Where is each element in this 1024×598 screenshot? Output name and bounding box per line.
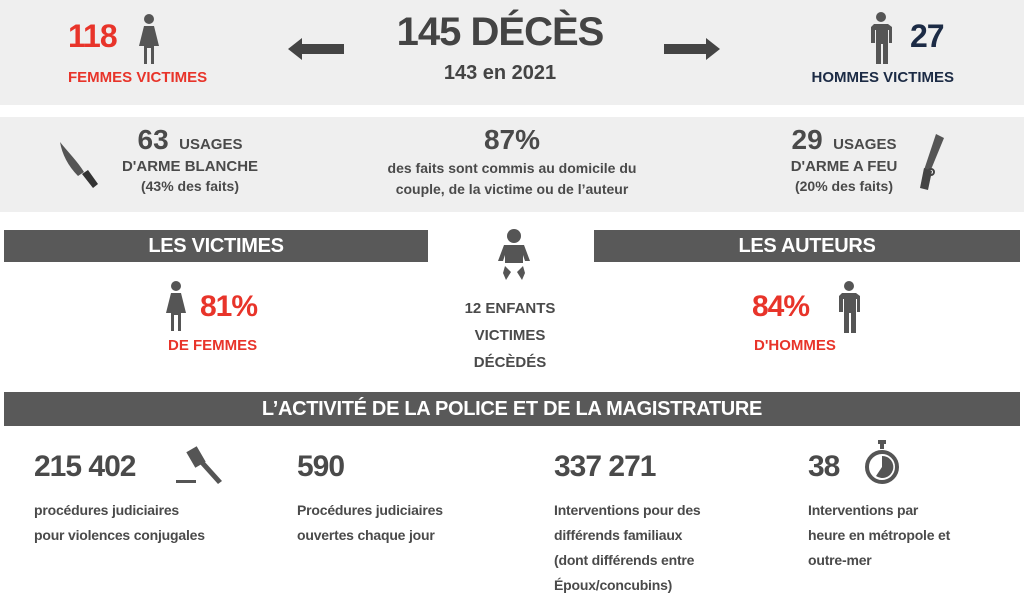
stat-line: Procédures judiciaires <box>297 502 443 518</box>
gun-pct: (20% des faits) <box>794 178 894 194</box>
stat-interventions: 337 271 Interventions pour des différend… <box>554 450 784 598</box>
stat-value: 590 <box>297 450 345 483</box>
home-line-1: des faits sont commis au domicile du <box>387 160 637 176</box>
home-line-2: couple, de la victime ou de l’auteur <box>395 181 629 197</box>
stat-daily-procedures: 590 Procédures judiciaires ouvertes chaq… <box>297 450 527 548</box>
stat-line: outre-mer <box>808 552 872 568</box>
man-icon <box>871 12 892 64</box>
knife-unit: USAGES <box>179 136 243 153</box>
woman-icon <box>166 281 186 331</box>
gun-label: D'ARME A FEU <box>790 158 898 175</box>
stat-line: Époux/concubins) <box>554 577 673 593</box>
stat-value: 38 <box>808 450 840 483</box>
stat-line: différends familiaux <box>554 527 683 543</box>
authors-pct: 84% <box>752 290 810 323</box>
authors-label: D'HOMMES <box>754 337 836 354</box>
children-line-1: 12 ENFANTS <box>464 300 556 317</box>
stopwatch-icon <box>865 440 899 484</box>
stat-line: Interventions pour des <box>554 502 701 518</box>
stat-line: (dont différends entre <box>554 552 695 568</box>
children-stat: 12 ENFANTS VICTIMES DÉCÈDÉS <box>420 295 600 376</box>
victims-label: DE FEMMES <box>168 337 258 354</box>
gun-unit: USAGES <box>833 136 897 153</box>
baby-icon <box>498 229 530 280</box>
authors-banner: LES AUTEURS <box>594 230 1020 262</box>
men-label: HOMMES VICTIMES <box>811 69 954 86</box>
knife-pct: (43% des faits) <box>140 178 240 194</box>
knife-label: D'ARME BLANCHE <box>121 158 259 175</box>
victims-banner: LES VICTIMES <box>4 230 428 262</box>
gavel-icon <box>176 446 222 484</box>
woman-icon <box>139 14 159 64</box>
gun-stat: 29 USAGES D'ARME A FEU (20% des faits) <box>764 124 924 194</box>
weapons-band <box>0 117 1024 212</box>
victims-pct: 81% <box>200 290 258 323</box>
knife-icon <box>60 142 98 188</box>
stat-line: pour violences conjugales <box>34 527 205 543</box>
arrow-right-icon <box>664 38 720 60</box>
children-line-2: VICTIMES <box>474 327 546 344</box>
men-count: 27 <box>910 18 945 54</box>
women-label: FEMMES VICTIMES <box>68 69 208 86</box>
stat-hourly-interventions: 38 Interventions par heure en métropole … <box>808 450 1018 573</box>
home-stat: 87% des faits sont commis au domicile du… <box>340 124 684 197</box>
gun-icon <box>920 134 944 190</box>
stat-value: 337 271 <box>554 450 656 483</box>
home-pct: 87% <box>483 124 541 155</box>
stat-line: ouvertes chaque jour <box>297 527 435 543</box>
stat-line: heure en métropole et <box>808 527 951 543</box>
knife-stat: 63 USAGES D'ARME BLANCHE (43% des faits) <box>110 124 270 194</box>
previous-year: 143 en 2021 <box>443 62 557 84</box>
children-line-3: DÉCÈDÉS <box>473 354 547 371</box>
police-banner: L’ACTIVITÉ DE LA POLICE ET DE LA MAGISTR… <box>4 392 1020 426</box>
gun-count: 29 <box>791 124 823 155</box>
stat-line: procédures judiciaires <box>34 502 179 518</box>
top-band <box>0 0 1024 105</box>
man-icon <box>839 281 860 333</box>
stat-value: 215 402 <box>34 450 136 483</box>
knife-count: 63 <box>137 124 169 155</box>
total-deaths: 145 DÉCÈS <box>396 10 605 54</box>
arrow-left-icon <box>288 38 344 60</box>
stat-procedures: 215 402 procédures judiciaires pour viol… <box>34 450 264 548</box>
stat-line: Interventions par <box>808 502 919 518</box>
women-count: 118 <box>68 18 118 54</box>
